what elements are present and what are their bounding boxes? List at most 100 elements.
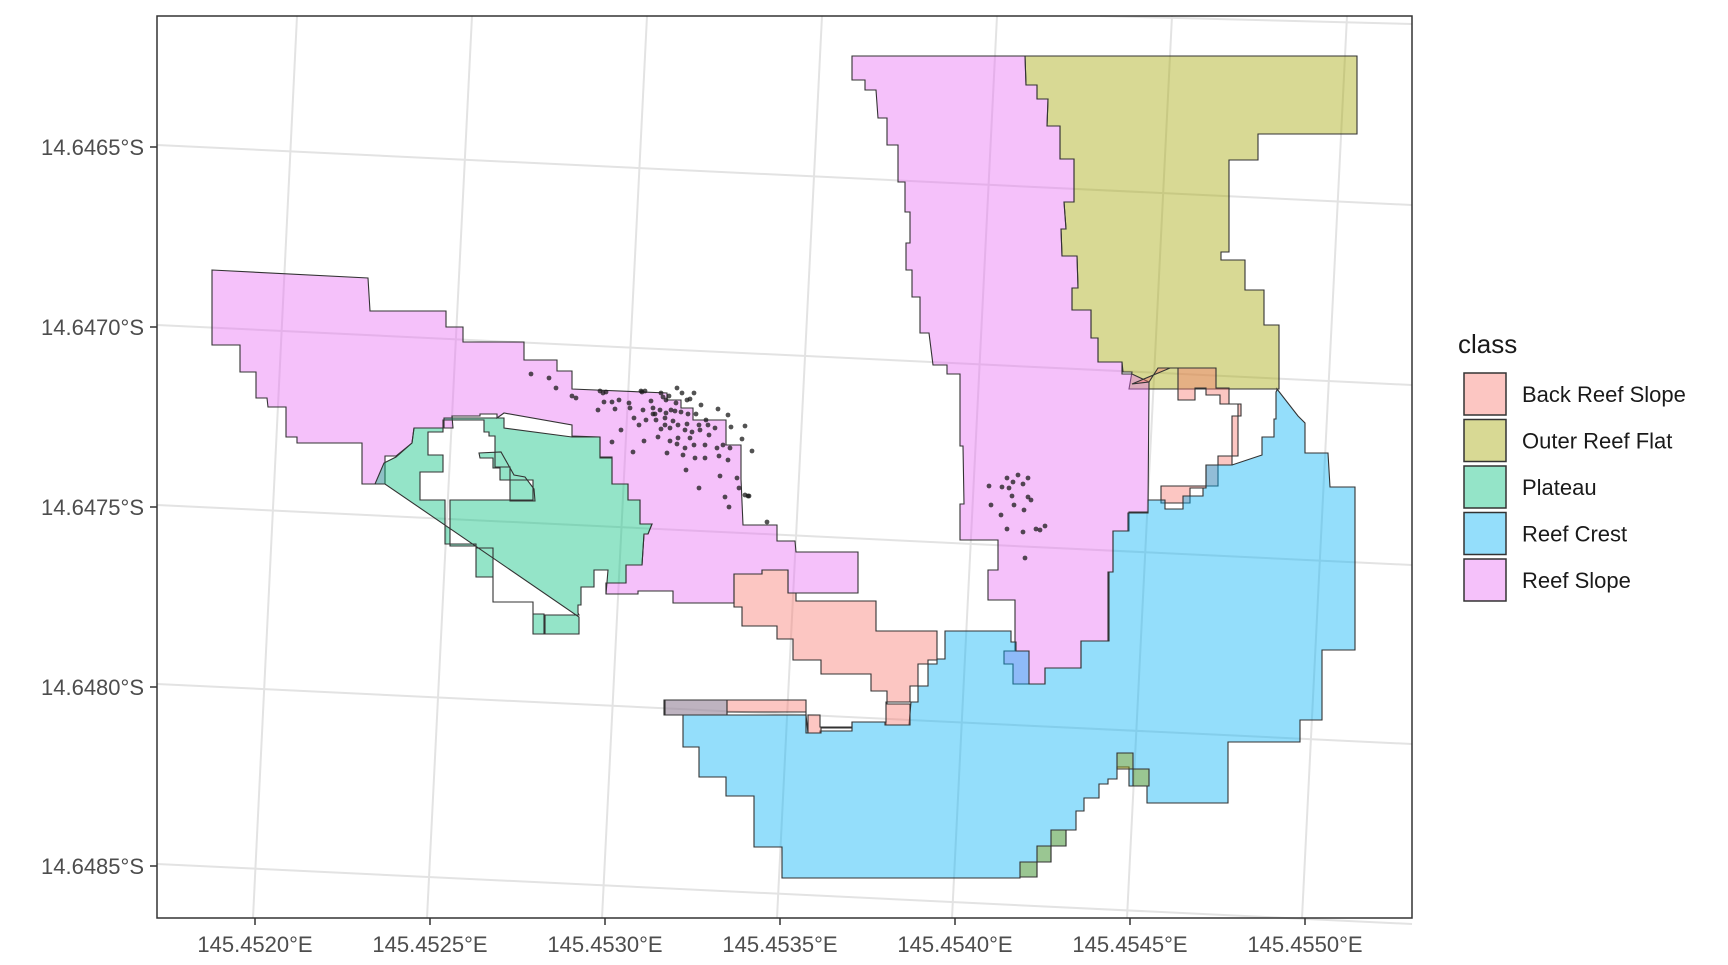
observation-point — [728, 424, 734, 430]
legend-swatch — [1463, 372, 1507, 416]
observation-point — [1033, 526, 1039, 532]
observation-point — [662, 422, 668, 428]
region-plateau — [374, 417, 653, 635]
observation-point — [986, 483, 992, 489]
grid-line-lon-5 — [951, 15, 998, 919]
observation-point — [641, 438, 647, 444]
legend-swatch — [1463, 418, 1507, 463]
grid-line-lat-5 — [156, 863, 1413, 925]
x-tick-label: 145.4530°E — [547, 932, 662, 957]
observation-point — [682, 427, 688, 433]
observation-point — [603, 389, 609, 395]
observation-point — [683, 467, 689, 473]
observation-point — [618, 427, 624, 433]
y-tick-label: 14.6465°S — [41, 135, 144, 160]
grid-line-lat-4 — [156, 683, 1413, 745]
observation-point — [689, 429, 695, 435]
observation-point — [667, 438, 673, 444]
grid-line-lon-1 — [252, 15, 298, 919]
habitat-polygons — [211, 55, 1358, 879]
observation-point — [739, 436, 745, 442]
region-outer-reef-flat-south-1 — [1116, 752, 1150, 787]
observation-point — [764, 519, 770, 525]
observation-point — [660, 394, 666, 400]
observation-point — [553, 385, 559, 391]
observation-point — [643, 417, 649, 423]
region-outer-reef-flat-south-2 — [1019, 829, 1067, 878]
observation-point — [998, 512, 1004, 518]
observation-point — [1025, 494, 1031, 500]
observation-point — [655, 434, 661, 440]
y-tick-label: 14.6475°S — [41, 495, 144, 520]
observation-point — [666, 393, 672, 399]
grid-line-lon-6 — [1126, 15, 1173, 919]
observation-point — [636, 422, 642, 428]
grid — [156, 15, 1413, 925]
observation-point — [546, 375, 552, 381]
observation-point — [745, 493, 751, 499]
observation-point — [680, 452, 686, 458]
observation-point — [687, 396, 693, 402]
observation-point — [648, 398, 654, 404]
observation-point — [663, 397, 669, 403]
observation-point — [609, 399, 615, 405]
observation-point — [1028, 497, 1034, 503]
observation-point — [679, 390, 685, 396]
observation-point — [672, 408, 678, 414]
observation-point — [685, 411, 691, 417]
observation-point — [662, 415, 668, 421]
observation-point — [630, 449, 636, 455]
observation-point — [1037, 527, 1043, 533]
y-axis: 14.6465°S 14.6470°S 14.6475°S 14.6480°S 14.6… — [41, 135, 157, 879]
observation-point — [698, 402, 704, 408]
observation-point — [642, 388, 648, 394]
observation-point — [734, 475, 740, 481]
observation-point — [687, 435, 693, 441]
observation-point — [595, 407, 601, 413]
observation-point — [684, 421, 690, 427]
grid-line-lat-0 — [1099, 15, 1413, 25]
observation-point — [706, 432, 712, 438]
x-tick-label: 145.4550°E — [1247, 932, 1362, 957]
observation-point — [573, 395, 579, 401]
observation-point — [667, 425, 673, 431]
observation-point — [609, 439, 615, 445]
panel-border — [156, 15, 1413, 919]
observation-point — [601, 399, 607, 405]
grid-line-lon-7 — [1301, 15, 1348, 919]
legend-swatch — [1463, 558, 1507, 602]
observation-point — [725, 412, 731, 418]
observation-point — [702, 455, 708, 461]
observation-point — [673, 400, 679, 406]
x-tick-label: 145.4535°E — [722, 932, 837, 957]
grid-line-lat-2 — [156, 324, 1413, 386]
observation-point — [715, 406, 721, 412]
observation-point — [1004, 526, 1010, 532]
observation-point — [528, 371, 534, 377]
observation-point — [569, 393, 575, 399]
legend-title: class — [1458, 329, 1517, 359]
region-back-reef-slope-north — [1131, 367, 1242, 504]
observation-point — [1020, 481, 1026, 487]
observation-point — [657, 407, 663, 413]
x-tick-label: 145.4545°E — [1072, 932, 1187, 957]
observation-point — [668, 407, 674, 413]
observation-point — [631, 415, 637, 421]
observation-point — [1006, 485, 1012, 491]
observation-point — [658, 390, 664, 396]
observation-point — [716, 453, 722, 459]
observation-point — [714, 445, 720, 451]
grid-line-lat-1 — [156, 144, 1413, 206]
observation-point — [691, 390, 697, 396]
region-back-reef-slope-south — [664, 569, 938, 734]
observation-point — [674, 441, 680, 447]
observation-point — [692, 455, 698, 461]
observation-point — [678, 409, 684, 415]
observation-point — [717, 473, 723, 479]
observation-point — [702, 442, 708, 448]
observation-point — [999, 484, 1005, 490]
observation-point — [691, 442, 697, 448]
y-tick-label: 14.6470°S — [41, 315, 144, 340]
observation-point — [727, 445, 733, 451]
